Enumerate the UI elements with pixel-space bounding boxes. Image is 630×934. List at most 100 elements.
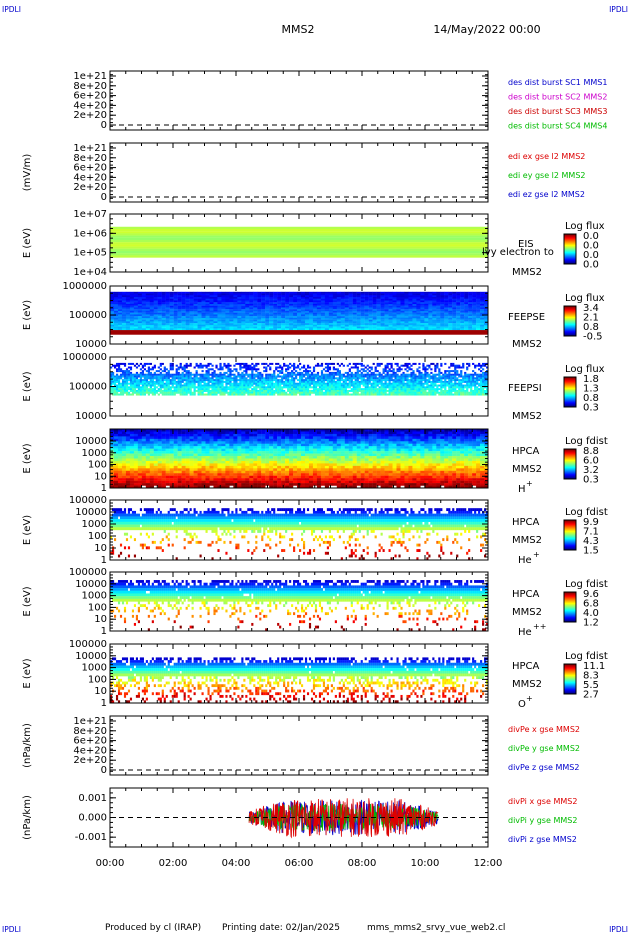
heatmap-cell [376,388,379,391]
heatmap-cell [233,323,238,326]
heatmap-cell [275,389,278,392]
heatmap-cell [293,316,298,319]
heatmap-cell [253,321,258,324]
heatmap-cell [424,302,429,305]
heatmap-cell [133,388,137,391]
heatmap-cell [153,309,158,312]
heatmap-cell [293,362,296,365]
heatmap-cell [241,324,246,327]
heatmap-cell [131,388,135,391]
heatmap-cell [173,379,176,382]
heatmap-cell [418,382,421,385]
heatmap-cell [129,384,133,387]
heatmap-cell [376,300,381,303]
heatmap-cell [320,362,324,365]
heatmap-cell [241,382,244,385]
heatmap-cell [458,373,461,376]
y-tick-label: 6e+20 [73,91,107,102]
heatmap-cell [245,317,250,320]
heatmap-cell [382,388,385,391]
heatmap-cell [247,368,250,371]
heatmap-cell [127,371,131,374]
heatmap-cell [225,382,228,385]
heatmap-cell [117,291,123,294]
heatmap-cell [360,323,365,326]
heatmap-cell [225,316,230,319]
y-tick-label: 2e+20 [73,110,107,121]
heatmap-cell [450,370,453,373]
heatmap-cell [382,370,385,373]
heatmap-cell [207,391,210,394]
heatmap-cell [404,305,409,308]
heatmap-cell [281,377,284,380]
heatmap-cell [420,316,425,319]
heatmap-cell [354,391,357,394]
heatmap-cell [432,323,437,326]
heatmap-cell [167,386,170,389]
heatmap-cell [468,362,471,365]
heatmap-cell [149,377,152,380]
heatmap-cell [394,379,397,382]
heatmap-cell [476,389,479,392]
heatmap-cell [460,298,465,301]
heatmap-cell [400,375,403,378]
heatmap-cell [179,373,182,376]
heatmap-cell [219,386,222,389]
heatmap-cell [420,300,425,303]
heatmap-cell [245,298,250,301]
heatmap-cell [291,380,294,383]
heatmap-cell [245,377,248,380]
heatmap-cell [205,324,210,327]
heatmap-cell [444,297,449,299]
heatmap-cell [376,364,379,367]
heatmap-cell [350,382,353,385]
heatmap-cell [418,389,421,392]
heatmap-cell [133,391,137,394]
heatmap-cell [245,303,250,306]
heatmap-cell [324,303,330,306]
heatmap-cell [173,302,178,305]
heatmap-cell [205,300,210,303]
heatmap-cell [444,380,447,383]
heatmap-cell [217,295,222,298]
heatmap-cell [271,380,274,383]
heatmap-cell [257,298,262,301]
heatmap-cell [209,300,214,303]
heatmap-cell [312,377,316,380]
heatmap-cell [332,386,336,389]
heatmap-cell [237,312,242,315]
heatmap-cell [432,305,437,308]
heatmap-cell [123,380,127,383]
colorbar-swatch [564,234,576,236]
heatmap-cell [460,317,465,320]
heatmap-cell [322,386,326,389]
heatmap-cell [255,388,258,391]
heatmap-cell [356,314,361,317]
heatmap-cell [265,328,270,331]
heatmap-cell [110,366,113,369]
heatmap-cell [265,312,270,315]
heatmap-cell [281,382,284,385]
heatmap-cell [201,373,204,376]
heatmap-cell [344,388,347,391]
heatmap-cell [410,364,413,367]
colorbar-swatch [564,241,576,243]
heatmap-cell [281,368,284,371]
heatmap-cell [189,316,194,319]
heatmap-cell [233,298,238,301]
heatmap-cell [121,295,127,298]
heatmap-cell [434,366,437,369]
heatmap-cell [386,371,389,374]
heatmap-cell [416,312,421,315]
heatmap-cell [225,366,228,369]
heatmap-cell [117,295,123,298]
heatmap-cell [205,364,208,367]
heatmap-cell [285,391,288,394]
heatmap-cell [474,386,477,389]
heatmap-cell [456,307,461,310]
heatmap-cell [452,379,455,382]
heatmap-cell [225,314,230,317]
heatmap-cell [376,314,381,317]
heatmap-cell [247,366,250,369]
heatmap-cell [478,362,481,365]
